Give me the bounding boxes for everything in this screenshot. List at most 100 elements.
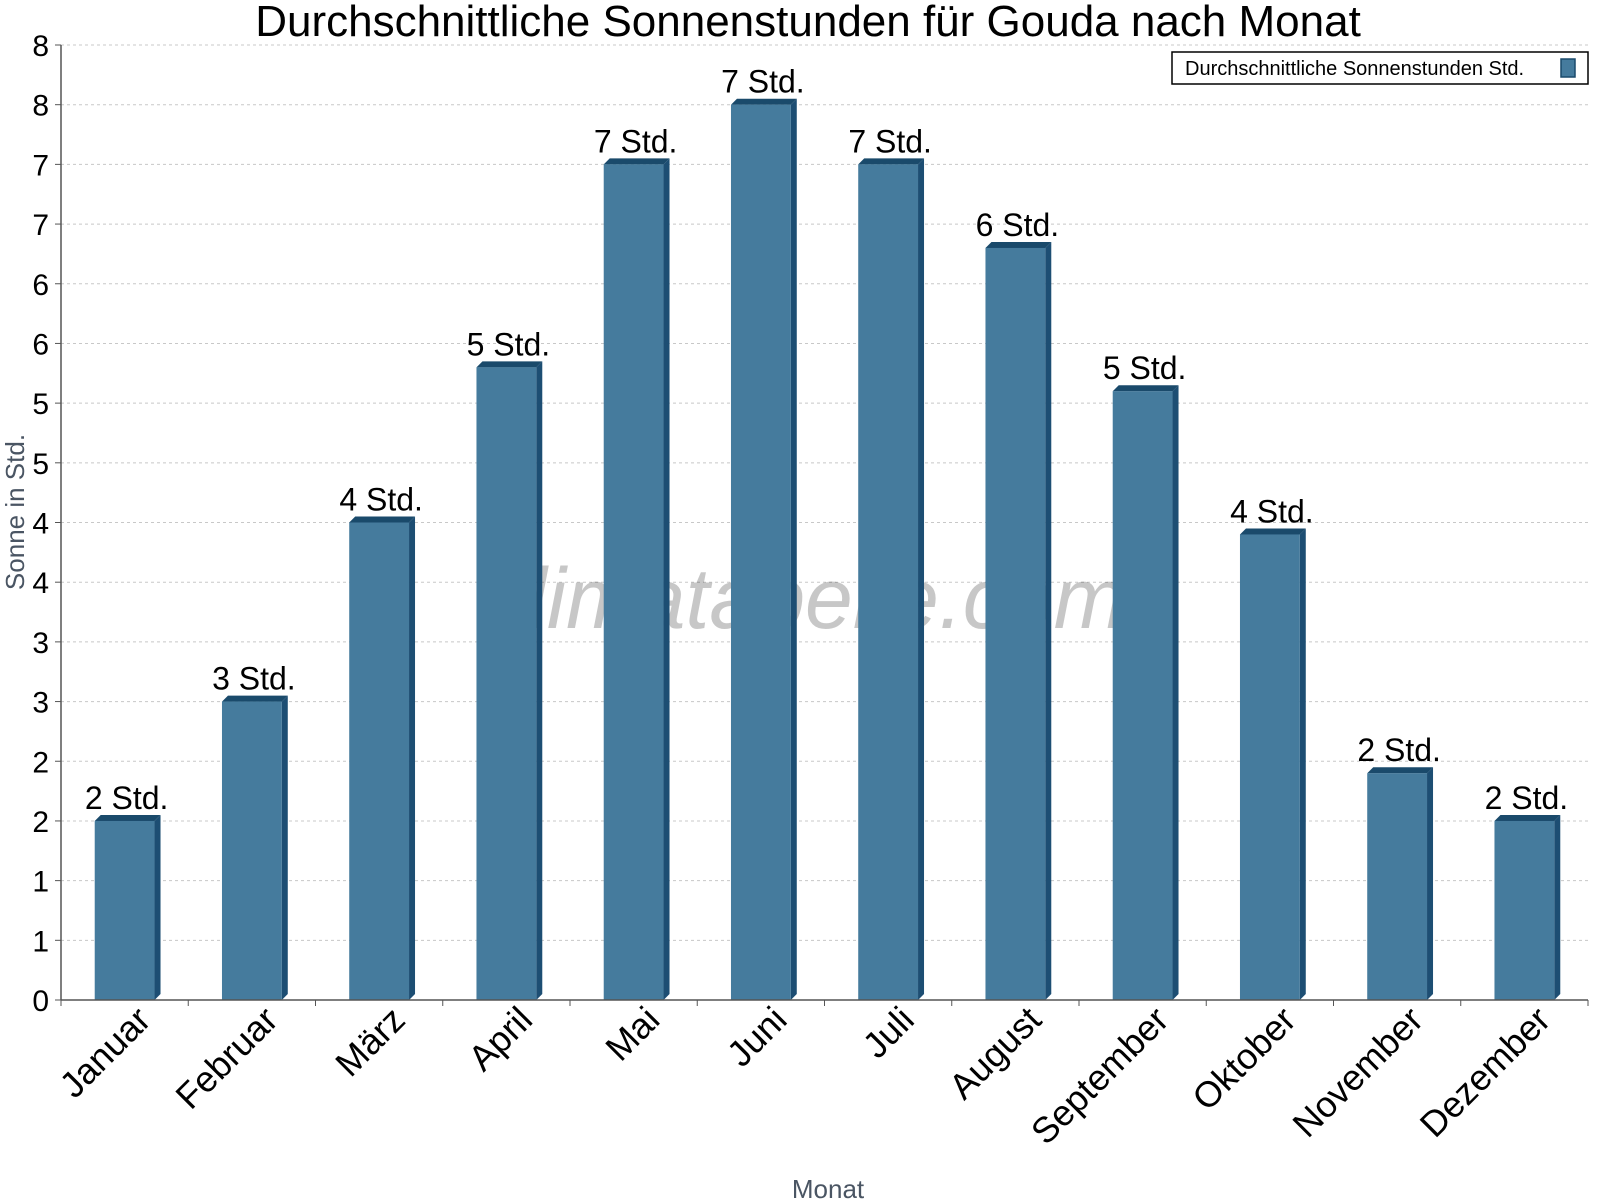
axes [55,44,1589,1006]
x-tick-labels: Januar Februar März April Mai Juni Juli AugustS… [51,999,1558,1153]
y-tick-label: 0 [32,985,49,1018]
y-tick-label: 1 [32,925,49,958]
bar-side [1299,528,1306,1000]
y-tick-label: 5 [32,448,49,481]
bar-november [1367,767,1434,1000]
bar-september [1112,385,1179,1000]
bar [476,367,537,1000]
y-tick-label: 8 [32,30,49,63]
data-label: 2 Std. [1357,732,1441,768]
y-tick-labels: 0 1 1 2 2 3 3 4 4 5 5 6 6 7 7 8 8 [32,30,49,1018]
bar-top [1239,528,1306,535]
data-label: 7 Std. [848,123,932,159]
bars [94,98,1561,1000]
bar-side [918,158,925,1000]
bar [730,104,791,1000]
bar-april [476,361,543,1000]
y-tick-label: 2 [32,746,49,779]
x-axis-title: Monat [792,1174,865,1200]
bar-oktober [1239,528,1306,1000]
legend: Durchschnittliche Sonnenstunden Std. [1171,51,1589,85]
bar-dezember [1494,814,1561,1000]
legend-swatch [1560,58,1576,78]
bar-top [1112,385,1179,392]
data-label: 7 Std. [594,123,678,159]
data-label: 7 Std. [721,64,805,100]
data-label: 6 Std. [976,207,1060,243]
x-tick-label: November [1284,999,1430,1145]
y-tick-label: 4 [32,567,49,600]
bar-side [281,695,288,1000]
bar [1367,773,1428,1000]
legend-box [1171,51,1589,85]
x-tick-label: Mai [597,999,667,1069]
y-tick-label: 5 [32,388,49,421]
grid [61,44,1588,941]
chart-title: Durchschnittliche Sonnenstunden für Goud… [255,0,1361,46]
bar-top [858,158,925,165]
bar-side [154,814,161,1000]
bar-top [94,814,161,821]
bar-top [349,516,416,523]
x-tick-label: Januar [51,999,158,1106]
bar [1494,820,1555,1000]
bar-top [1494,814,1561,821]
bar-märz [349,516,416,1000]
y-tick-label: 8 [32,90,49,123]
bar-februar [221,695,288,1000]
bar [1112,391,1173,1000]
y-axis-title: Sonne in Std. [0,434,30,590]
x-tick-label: Juli [855,999,922,1066]
x-tick-label: Juni [719,999,795,1075]
bar-august [985,241,1052,1000]
y-tick-label: 2 [32,806,49,839]
bar-top [221,695,288,702]
x-tick-label: August [941,999,1049,1107]
legend-label: Durchschnittliche Sonnenstunden Std. [1185,58,1524,80]
bar-top [730,98,797,105]
data-label: 3 Std. [212,661,296,697]
bar-januar [94,814,161,1000]
bar [221,701,282,1000]
bar-juni [730,98,797,1000]
x-tick-label: September [1023,999,1177,1153]
bar-side [536,361,543,1000]
data-label: 4 Std. [1230,493,1314,529]
bar-top [603,158,670,165]
x-tick-label: März [327,999,413,1085]
data-label: 2 Std. [85,780,169,816]
data-label: 5 Std. [467,326,551,362]
y-tick-label: 1 [32,866,49,899]
data-label: 5 Std. [1103,350,1187,386]
bar-side [663,158,670,1000]
bar [603,164,664,1000]
x-tick-label: Februar [167,999,285,1117]
bar [858,164,919,1000]
data-labels: 2 Std. 3 Std. 4 Std. 5 Std. 7 Std. 7 Std. 7 St… [85,64,1568,816]
bar-side [1172,385,1179,1000]
x-tick-label: April [460,999,540,1079]
y-tick-label: 3 [32,687,49,720]
y-tick-label: 3 [32,627,49,660]
bar [1239,534,1300,1000]
data-label: 4 Std. [339,482,423,518]
y-tick-label: 6 [32,328,49,361]
bar-side [1427,767,1434,1000]
y-tick-label: 4 [32,508,49,541]
bar [349,522,410,1000]
bar [94,820,155,1000]
bar-side [790,98,797,1000]
bar-side [409,516,416,1000]
y-tick-label: 7 [32,149,49,182]
bar-top [476,361,543,368]
bar-top [985,241,1052,248]
x-tick-label: Dezember [1412,999,1558,1145]
bar-side [1045,241,1052,1000]
bar-side [1554,814,1561,1000]
y-tick-label: 6 [32,269,49,302]
x-tick-label: Oktober [1184,999,1304,1119]
data-label: 2 Std. [1485,780,1569,816]
bar-juli [858,158,925,1000]
bar-mai [603,158,670,1000]
